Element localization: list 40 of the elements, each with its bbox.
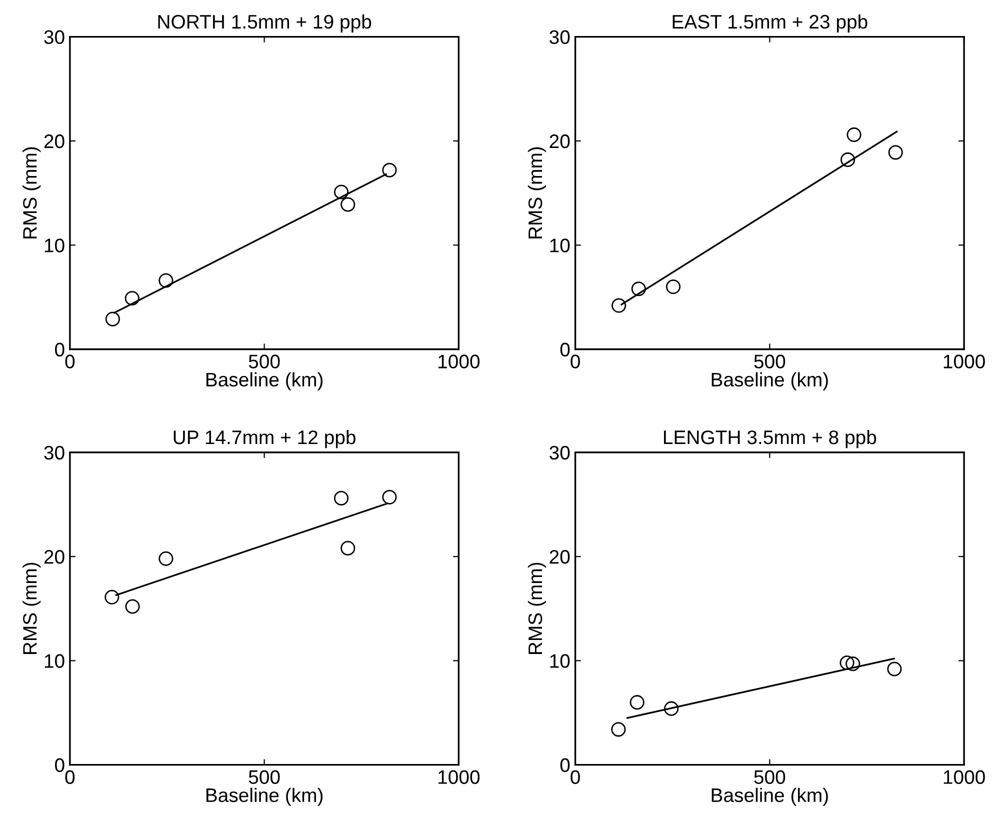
x-tick-label: 1000 [944,354,985,368]
y-tick-label: 20 [550,550,570,564]
y-tick-label: 30 [44,30,64,44]
y-axis-title: RMS (mm) [528,147,546,238]
x-axis-title: Baseline (km) [712,788,828,806]
y-tick-label: 30 [44,446,64,460]
y-tick-label: 20 [44,134,64,148]
x-tick-label: 0 [65,770,75,784]
x-axis-title: Baseline (km) [206,372,323,390]
chart-title: EAST 1.5mm + 23 ppb [672,14,868,33]
y-tick-label: 0 [560,342,570,356]
x-tick-label: 1000 [944,770,985,784]
y-tick-label: 30 [550,30,570,44]
chart-title: NORTH 1.5mm + 19 ppb [158,14,372,33]
y-tick-label: 10 [44,654,64,668]
x-tick-label: 0 [570,770,580,784]
y-tick-label: 0 [560,758,570,772]
x-tick-label: 0 [65,354,75,368]
chart-title: UP 14.7mm + 12 ppb [174,430,356,448]
y-axis-title: RMS (mm) [528,562,546,654]
x-tick-label: 500 [248,354,280,368]
y-tick-label: 20 [550,134,570,148]
y-tick-label: 10 [550,238,570,252]
y-tick-label: 0 [55,758,64,772]
y-axis-title: RMS (mm) [22,562,41,654]
x-tick-label: 0 [570,354,580,368]
y-tick-label: 30 [550,446,570,460]
x-tick-label: 1000 [438,354,480,368]
x-tick-label: 500 [248,770,280,784]
x-tick-label: 1000 [438,770,480,784]
x-axis-title: Baseline (km) [712,372,828,390]
x-axis-title: Baseline (km) [206,788,323,806]
chart-title: LENGTH 3.5mm + 8 ppb [664,430,876,448]
y-tick-label: 10 [44,238,64,252]
y-tick-label: 0 [55,342,64,356]
y-tick-label: 20 [44,550,64,564]
x-tick-label: 500 [754,770,786,784]
x-tick-label: 500 [754,354,786,368]
y-axis-title: RMS (mm) [22,147,41,238]
y-tick-label: 10 [550,654,570,668]
